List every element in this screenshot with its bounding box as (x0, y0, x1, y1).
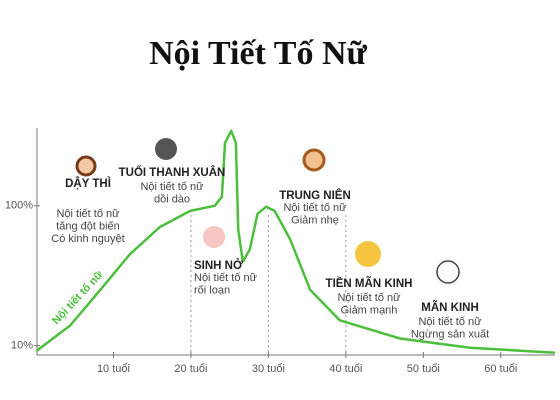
x-tick-label: 40 tuổi (329, 363, 362, 375)
line (36, 129, 556, 355)
icon-puberty (75, 155, 97, 177)
stage-text: tăng đột biến (56, 220, 120, 232)
x-tick-label: 20 tuổi (174, 363, 207, 375)
chart-title: Nội Tiết Tố Nữ (149, 35, 367, 72)
stage-text: Nội tiết tố nữ (418, 316, 482, 328)
x-tick-label: 50 tuổi (407, 363, 440, 375)
icon-menopause (436, 260, 460, 284)
icons (75, 138, 460, 284)
stage-text: Ngừng sản xuất (411, 328, 489, 340)
icon-middle-age (302, 148, 326, 172)
stage-text: Nội tiết tố nữ (337, 292, 401, 304)
x-tick-label: 10 tuổi (97, 363, 130, 375)
stage-title: SINH NỞ (194, 259, 243, 272)
stage-title: TRUNG NIÊN (279, 189, 351, 202)
y-tick-label: 100% (5, 200, 33, 212)
x-tick-label: 60 tuổi (484, 363, 517, 375)
stage-text: Có kinh nguyệt (51, 233, 124, 245)
stage-text: Giảm nhẹ (291, 214, 339, 226)
stage-text: Giảm mạnh (341, 304, 398, 316)
stage-text: Nội tiết tố nữ (56, 208, 120, 220)
stage-text: rối loạn (194, 284, 230, 296)
icon-premenopause (355, 241, 381, 267)
stage-title: MÃN KINH (421, 301, 479, 314)
x-tick-label: 30 tuổi (252, 363, 285, 375)
stage-text: Nội tiết tố nữ (283, 202, 347, 214)
y-tick-label: 10% (11, 340, 33, 352)
icon-youth (155, 138, 177, 160)
stage-text: dồi dào (154, 193, 190, 205)
icon-pregnancy (203, 226, 225, 248)
stage-title: TIỀN MÃN KINH (326, 277, 413, 290)
stage-text: Nội tiết tố nữ (194, 272, 258, 284)
stage-title: DẬY THÌ (65, 177, 111, 190)
axes (36, 128, 555, 356)
stage-title: TUỔI THANH XUÂN (119, 166, 226, 179)
stage-text: Nội tiết tố nữ (140, 181, 204, 193)
series-label: Nội tiết tố nữ (50, 269, 105, 327)
